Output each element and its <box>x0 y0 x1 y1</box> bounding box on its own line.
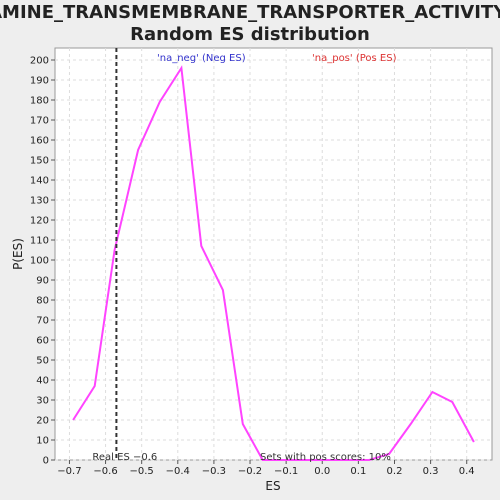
pos-scores-annotation: Sets with pos scores: 10% <box>260 452 391 463</box>
y-tick-label: 20 <box>36 416 49 427</box>
y-tick-label: 30 <box>36 396 49 407</box>
x-tick-label: −0.6 <box>93 466 117 477</box>
y-tick-label: 100 <box>30 256 49 267</box>
y-tick-label: 10 <box>36 436 49 447</box>
x-axis-ticks: −0.7 −0.6 −0.5 −0.4 −0.3 −0.2 −0.1 0.0 0.1 0.2 0.3… <box>57 460 475 477</box>
y-tick-label: 150 <box>30 156 49 167</box>
y-tick-label: 130 <box>30 196 49 207</box>
y-tick-label: 120 <box>30 216 49 227</box>
real-es-label: Real ES −0.6 <box>92 452 157 463</box>
x-tick-label: −0.1 <box>274 466 298 477</box>
x-axis-label: ES <box>265 479 280 493</box>
series-layer <box>72 65 475 461</box>
x-tick-label: 0.1 <box>350 466 366 477</box>
x-tick-label: −0.5 <box>130 466 154 477</box>
y-tick-label: 190 <box>30 76 49 87</box>
y-tick-label: 60 <box>36 336 49 347</box>
y-tick-label: 140 <box>30 176 49 187</box>
x-tick-label: −0.3 <box>202 466 226 477</box>
plot-area <box>54 47 493 461</box>
x-tick-label: 0.2 <box>387 466 403 477</box>
x-tick-label: −0.4 <box>166 466 190 477</box>
grid <box>55 48 492 461</box>
y-tick-label: 90 <box>36 276 49 287</box>
y-axis-ticks: 0 10 20 30 40 50 60 70 80 90 100 110 120 130 140 150 160… <box>30 56 55 467</box>
y-tick-label: 80 <box>36 296 49 307</box>
x-tick-label: 0.3 <box>423 466 439 477</box>
x-tick-label: 0.0 <box>314 466 330 477</box>
y-tick-label: 180 <box>30 96 49 107</box>
y-tick-label: 110 <box>30 236 49 247</box>
y-tick-label: 0 <box>43 456 49 467</box>
x-tick-label: −0.7 <box>57 466 81 477</box>
series-line <box>72 65 475 461</box>
y-tick-label: 40 <box>36 376 49 387</box>
y-tick-label: 170 <box>30 116 49 127</box>
chart-title-line1: AMINE_TRANSMEMBRANE_TRANSPORTER_ACTIVITY… <box>0 2 500 23</box>
x-tick-label: 0.4 <box>459 466 475 477</box>
y-tick-label: 50 <box>36 356 49 367</box>
legend-neg-es: 'na_neg' (Neg ES) <box>157 53 246 64</box>
y-tick-label: 160 <box>30 136 49 147</box>
legend-pos-es: 'na_pos' (Pos ES) <box>312 53 397 64</box>
x-tick-label: −0.2 <box>238 466 262 477</box>
chart-title-line2: Random ES distribution <box>130 24 370 45</box>
y-tick-label: 70 <box>36 316 49 327</box>
y-axis-label: P(ES) <box>11 238 25 270</box>
y-tick-label: 200 <box>30 56 49 67</box>
